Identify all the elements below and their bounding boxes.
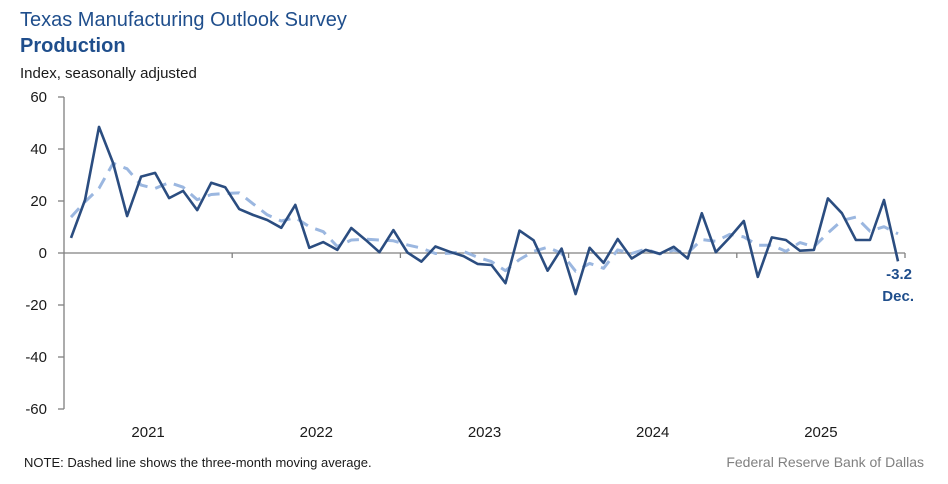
y-tick-label: -40 xyxy=(25,349,47,366)
moving-average-line xyxy=(69,161,899,273)
production-series xyxy=(69,125,900,296)
x-tick-label: 2022 xyxy=(300,424,333,441)
chart-subtitle: Production xyxy=(20,35,126,57)
x-tick-label: 2025 xyxy=(804,424,837,441)
production-line xyxy=(69,125,900,296)
x-tick-label: 2024 xyxy=(636,424,669,441)
footnote: NOTE: Dashed line shows the three-month … xyxy=(24,455,372,470)
y-tick-label: 40 xyxy=(30,141,47,158)
x-tick-label: 2021 xyxy=(131,424,164,441)
y-tick-label: -20 xyxy=(25,297,47,314)
source-label: Federal Reserve Bank of Dallas xyxy=(726,454,924,470)
y-tick-label: 0 xyxy=(39,245,47,262)
tick-labels: 60 40 20 0 -20 -40 -60 2021 2022 2023 2024 2025 xyxy=(25,89,837,441)
y-tick-label: 60 xyxy=(30,89,47,106)
annotations: -3.2 Dec. xyxy=(882,266,914,305)
chart-title: Texas Manufacturing Outlook Survey xyxy=(20,9,347,31)
axes xyxy=(58,96,906,410)
last-value-label: -3.2 xyxy=(886,266,912,283)
y-tick-label: -60 xyxy=(25,401,47,418)
x-tick-label: 2023 xyxy=(468,424,501,441)
y-axis-units-label: Index, seasonally adjusted xyxy=(20,65,197,82)
last-month-label: Dec. xyxy=(882,288,914,305)
moving-average-series xyxy=(69,161,899,273)
y-tick-label: 20 xyxy=(30,193,47,210)
